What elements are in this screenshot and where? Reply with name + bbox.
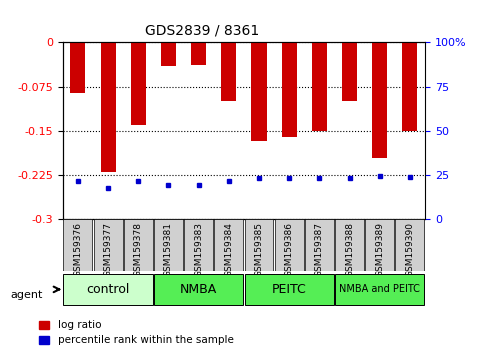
Text: GSM159383: GSM159383 <box>194 222 203 277</box>
Bar <box>312 42 327 131</box>
Bar <box>342 42 357 102</box>
Bar <box>282 42 297 137</box>
FancyBboxPatch shape <box>94 219 123 271</box>
FancyBboxPatch shape <box>214 219 243 271</box>
Bar <box>402 42 417 131</box>
Text: GSM159381: GSM159381 <box>164 222 173 277</box>
Text: NMBA and PEITC: NMBA and PEITC <box>340 284 420 295</box>
Text: GSM159377: GSM159377 <box>103 222 113 277</box>
FancyBboxPatch shape <box>305 219 334 271</box>
FancyBboxPatch shape <box>154 219 183 271</box>
FancyBboxPatch shape <box>244 274 334 304</box>
Bar <box>252 42 267 141</box>
Text: GDS2839 / 8361: GDS2839 / 8361 <box>145 23 259 37</box>
Bar <box>372 42 387 158</box>
Text: GSM159384: GSM159384 <box>224 222 233 277</box>
Bar <box>161 42 176 66</box>
FancyBboxPatch shape <box>184 219 213 271</box>
Legend: log ratio, percentile rank within the sample: log ratio, percentile rank within the sa… <box>39 320 234 346</box>
FancyBboxPatch shape <box>275 219 304 271</box>
FancyBboxPatch shape <box>365 219 394 271</box>
FancyBboxPatch shape <box>244 219 273 271</box>
FancyBboxPatch shape <box>335 274 425 304</box>
Bar <box>191 42 206 65</box>
FancyBboxPatch shape <box>124 219 153 271</box>
Bar <box>71 42 85 93</box>
Text: PEITC: PEITC <box>272 283 307 296</box>
Text: GSM159376: GSM159376 <box>73 222 83 277</box>
FancyBboxPatch shape <box>335 219 364 271</box>
Bar <box>100 42 115 172</box>
Bar <box>131 42 146 125</box>
Text: GSM159388: GSM159388 <box>345 222 354 277</box>
Text: control: control <box>86 283 130 296</box>
FancyBboxPatch shape <box>63 219 92 271</box>
Text: NMBA: NMBA <box>180 283 217 296</box>
Text: GSM159390: GSM159390 <box>405 222 414 277</box>
Text: agent: agent <box>11 290 43 299</box>
Text: GSM159387: GSM159387 <box>315 222 324 277</box>
Text: GSM159385: GSM159385 <box>255 222 264 277</box>
Bar <box>221 42 236 102</box>
FancyBboxPatch shape <box>396 219 425 271</box>
FancyBboxPatch shape <box>154 274 243 304</box>
Text: GSM159378: GSM159378 <box>134 222 143 277</box>
Text: GSM159389: GSM159389 <box>375 222 384 277</box>
FancyBboxPatch shape <box>63 274 153 304</box>
Text: GSM159386: GSM159386 <box>284 222 294 277</box>
